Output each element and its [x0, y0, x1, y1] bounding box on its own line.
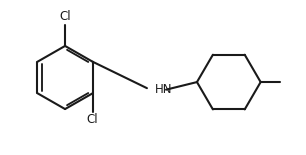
- Text: HN: HN: [155, 83, 172, 96]
- Text: Cl: Cl: [59, 10, 71, 23]
- Text: Cl: Cl: [87, 113, 99, 126]
